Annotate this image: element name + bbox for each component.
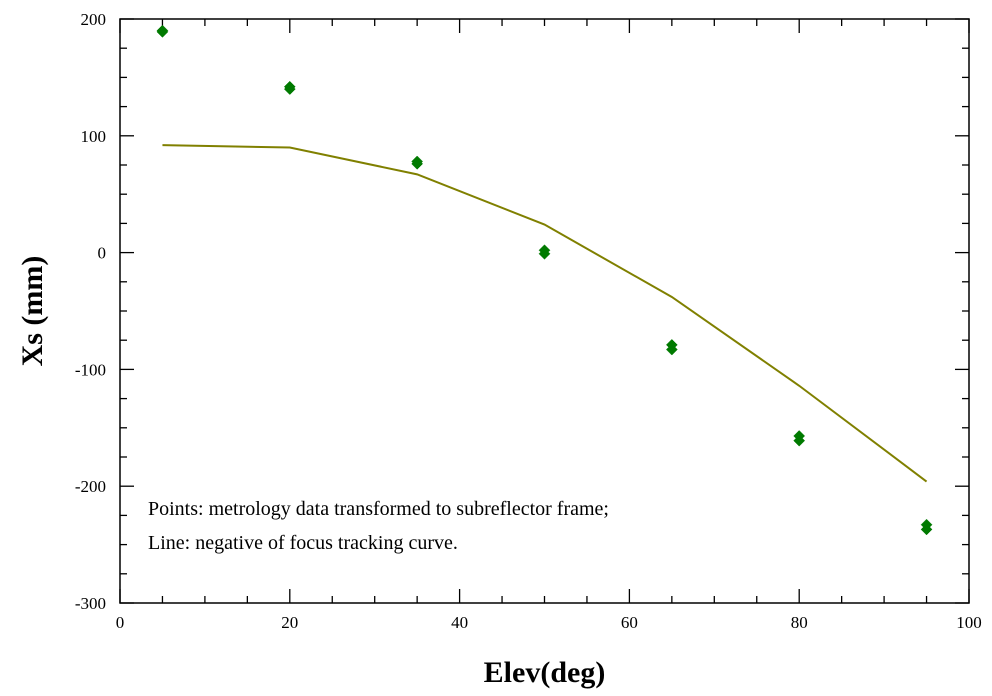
y-tick-label: 0 <box>98 244 107 263</box>
data-point <box>538 247 551 260</box>
y-tick-label: -300 <box>75 594 106 613</box>
x-tick-label: 0 <box>116 613 125 632</box>
x-tick-label: 40 <box>451 613 468 632</box>
y-tick-label: -200 <box>75 477 106 496</box>
data-point <box>156 25 169 38</box>
x-axis-label: Elev(deg) <box>484 656 606 689</box>
plot-series <box>156 24 933 536</box>
x-tick-label: 20 <box>281 613 298 632</box>
y-tick-label: -100 <box>75 360 106 379</box>
data-point <box>665 343 678 356</box>
data-point <box>411 157 424 170</box>
annotation-line-1: Points: metrology data transformed to su… <box>148 498 609 520</box>
data-point <box>920 523 933 536</box>
x-tick-label: 60 <box>621 613 638 632</box>
data-point <box>283 83 296 95</box>
y-tick-label: 200 <box>81 10 107 29</box>
y-tick-label: 100 <box>81 127 107 146</box>
y-axis-label: Xs (mm) <box>16 256 49 367</box>
data-point <box>793 434 806 447</box>
x-tick-label: 100 <box>956 613 982 632</box>
annotation-line-2: Line: negative of focus tracking curve. <box>148 532 458 554</box>
axes: 0 20 40 60 80 100 -300 -200 -100 0 100 200 <box>75 10 982 632</box>
focus-tracking-line <box>162 144 928 483</box>
x-tick-label: 80 <box>791 613 808 632</box>
